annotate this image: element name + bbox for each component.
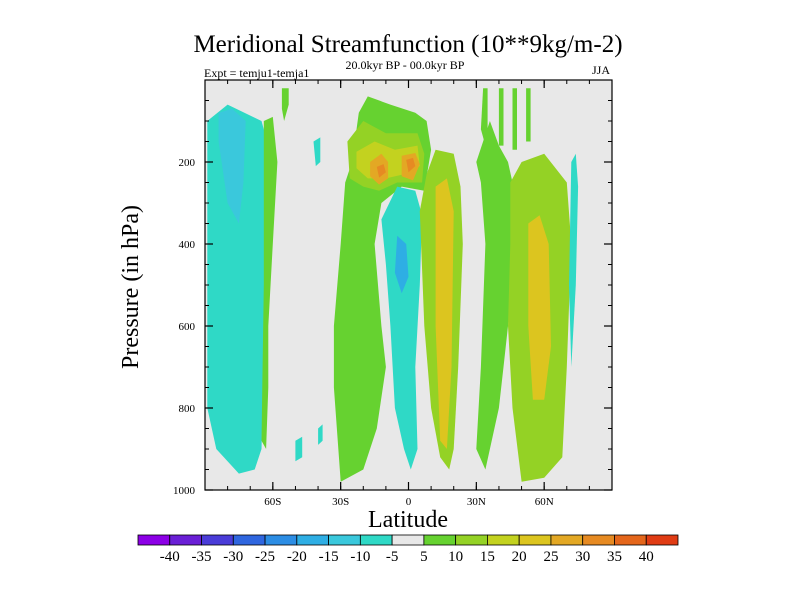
contour-nh-midlat-core (528, 215, 551, 400)
colorbar-swatch (328, 534, 361, 546)
period-annotation: 20.0kyr BP - 00.0kyr BP (346, 58, 465, 72)
contour-equatorial-negative-cell (381, 186, 423, 470)
colorbar-label: -25 (255, 549, 275, 565)
colorbar-swatch (645, 534, 679, 546)
contour-jet-core-right-center (406, 157, 416, 173)
colorbar-swatch (518, 534, 552, 546)
x-tick-label: 60N (535, 496, 554, 508)
colorbar-label: -15 (319, 549, 339, 565)
colorbar-swatch (232, 534, 266, 546)
colorbar-label: -20 (287, 549, 307, 565)
colorbar (137, 534, 679, 546)
y-axis-ticks: 200 400 600 800 1000 (173, 157, 612, 497)
contour-small-negative-blob-c (318, 424, 323, 445)
colorbar-label: 5 (420, 549, 428, 565)
colorbar-swatch (423, 534, 457, 546)
colorbar-swatch (487, 534, 520, 546)
colorbar-label: -10 (350, 549, 370, 565)
colorbar-label: 25 (543, 549, 558, 565)
y-tick-label: 200 (179, 157, 196, 169)
colorbar-label: 35 (607, 549, 622, 565)
contour-sh-upper-strip (281, 88, 289, 121)
chart-title: Meridional Streamfunction (10**9kg/m-2) (193, 31, 622, 58)
season-annotation: JJA (592, 63, 610, 77)
y-tick-label: 400 (179, 239, 196, 251)
contour-nh-upper-strip-d (526, 88, 531, 142)
colorbar-label: -30 (223, 549, 243, 565)
colorbar-label: 20 (512, 549, 527, 565)
x-tick-label: 30S (332, 496, 349, 508)
contour-nh-upper-strip-b (498, 88, 504, 146)
contour-small-negative-blob-b (295, 436, 303, 462)
colorbar-swatch (296, 534, 329, 546)
colorbar-label: 10 (448, 549, 463, 565)
colorbar-label: -5 (386, 549, 399, 565)
contour-nh-midlat-band (476, 121, 513, 470)
x-tick-label: 30N (467, 496, 486, 508)
contour-sh-polar-positive-strip (261, 116, 278, 450)
contour-nh-polar-negative (569, 153, 579, 367)
contour-equatorial-negative-core (394, 235, 409, 294)
colorbar-label: 15 (480, 549, 495, 565)
colorbar-swatch (455, 534, 488, 546)
colorbar-label: -35 (192, 549, 212, 565)
colorbar-label: 40 (639, 549, 654, 565)
y-tick-label: 1000 (173, 485, 196, 497)
colorbar-swatch (359, 534, 393, 546)
colorbar-label: 30 (575, 549, 590, 565)
colorbar-swatch (137, 534, 171, 546)
colorbar-label: -40 (160, 549, 180, 565)
y-tick-label: 800 (179, 403, 196, 415)
y-tick-label: 600 (179, 321, 196, 333)
x-axis-ticks: 60S 30S 0 30N 60N (264, 80, 554, 508)
contour-sh-polar-negative-cell (207, 104, 273, 474)
colorbar-swatch (169, 534, 202, 546)
colorbar-swatch (614, 534, 647, 546)
contour-nh-subtropical-core (435, 178, 454, 449)
contour-nh-upper-strip-c (512, 88, 517, 150)
contour-jet-core-left-center (376, 164, 386, 178)
x-axis-label: Latitude (368, 507, 448, 533)
colorbar-swatch (264, 534, 298, 546)
contour-nh-upper-strip-a (480, 88, 488, 146)
contour-small-negative-blob-a (313, 137, 321, 167)
plot-area: 60S 30S 0 30N 60N 200 400 600 800 1000 (173, 79, 613, 508)
x-tick-label: 0 (406, 496, 412, 508)
experiment-annotation: Expt = temju1-temja1 (204, 66, 309, 80)
colorbar-swatch (201, 534, 234, 546)
contour-tropical-positive-cell (333, 96, 432, 482)
colorbar-swatch (550, 534, 584, 546)
colorbar-swatch (582, 534, 615, 546)
x-tick-label: 60S (264, 496, 281, 508)
contour-fields (207, 88, 579, 482)
y-axis-label: Pressure (in hPa) (118, 205, 144, 369)
colorbar-swatch (391, 534, 425, 546)
contour-sh-polar-negative-core (218, 108, 246, 224)
colorbar-labels: -40 -35 -30 -25 -20 -15 -10 -5 5 10 15 20 25 30 35 40 (160, 549, 654, 565)
